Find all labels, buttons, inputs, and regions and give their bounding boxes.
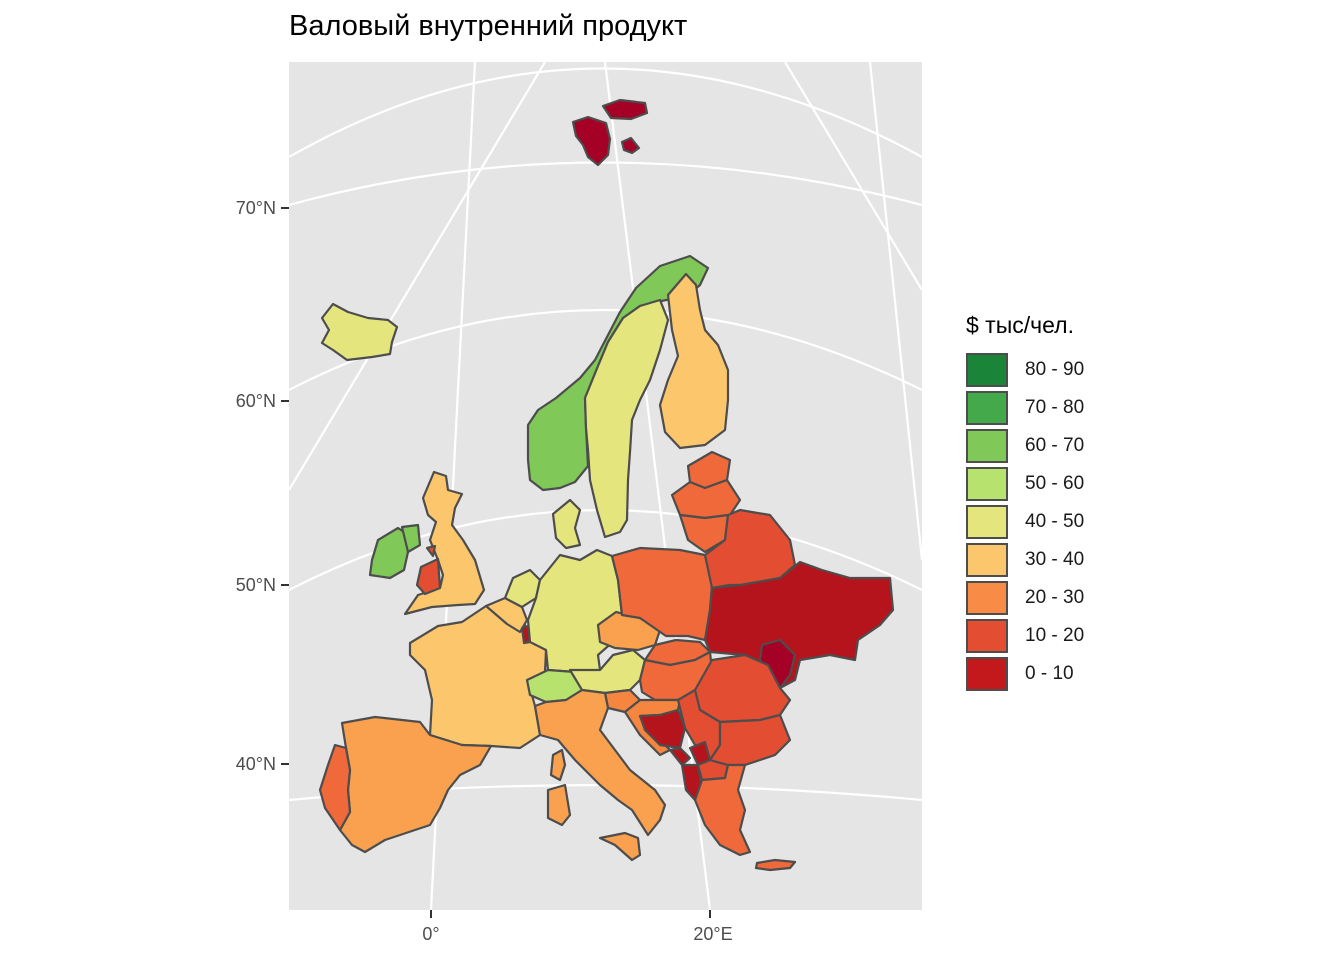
y-tick-label: 70°N (236, 198, 276, 218)
portugal (318, 743, 352, 832)
legend-label: 80 - 90 (1025, 359, 1085, 380)
bulgaria (708, 713, 792, 767)
italy (533, 688, 667, 837)
y-tick-label: 60°N (236, 391, 276, 411)
sardinia (546, 783, 572, 827)
legend: $ тыс/чел. 80 - 90 70 - 80 60 - 70 50 - … (966, 312, 1084, 693)
legend-swatch (966, 467, 1008, 501)
northern-ireland (400, 523, 422, 554)
legend-item: 50 - 60 (966, 465, 1084, 503)
legend-label: 0 - 10 (1025, 663, 1074, 684)
iceland (320, 302, 399, 362)
finland (658, 272, 730, 450)
legend-item: 70 - 80 (966, 389, 1084, 427)
legend-swatch (966, 353, 1008, 387)
countries (318, 98, 895, 872)
ukraine (703, 560, 895, 690)
y-tick-label: 50°N (236, 575, 276, 595)
y-tick-label: 40°N (236, 754, 276, 774)
legend-label: 60 - 70 (1025, 435, 1085, 456)
legend-item: 60 - 70 (966, 427, 1084, 465)
montenegro (668, 746, 692, 767)
legend-item: 80 - 90 (966, 351, 1084, 389)
legend-label: 30 - 40 (1025, 549, 1085, 570)
legend-swatch (966, 581, 1008, 615)
legend-label: 10 - 20 (1025, 625, 1085, 646)
svalbard-small (620, 136, 641, 155)
denmark (551, 498, 582, 550)
germany (526, 548, 624, 674)
legend-title: $ тыс/чел. (966, 312, 1074, 338)
x-tick-label: 20°E (693, 924, 732, 944)
legend-swatch (966, 505, 1008, 539)
map-title: Валовый внутренний продукт (289, 10, 688, 42)
legend-item: 40 - 50 (966, 503, 1084, 541)
legend-item: 20 - 30 (966, 579, 1084, 617)
isle-of-man (425, 544, 437, 558)
legend-label: 20 - 30 (1025, 587, 1085, 608)
legend-swatch (966, 619, 1008, 653)
y-axis: 70°N 60°N 50°N 40°N (236, 198, 289, 774)
wales (415, 557, 442, 596)
legend-swatch (966, 657, 1008, 691)
legend-swatch (966, 543, 1008, 577)
legend-item: 30 - 40 (966, 541, 1084, 579)
x-tick-label: 0° (422, 924, 439, 944)
sicily (598, 831, 642, 862)
sweden (583, 298, 670, 539)
bosnia (638, 708, 687, 750)
svalbard (571, 115, 612, 167)
legend-swatch (966, 429, 1008, 463)
legend-swatch (966, 391, 1008, 425)
legend-item: 0 - 10 (966, 655, 1084, 693)
corsica (549, 748, 567, 782)
legend-item: 10 - 20 (966, 617, 1084, 655)
x-axis: 0° 20°E (422, 910, 733, 944)
legend-label: 40 - 50 (1025, 511, 1085, 532)
legend-label: 50 - 60 (1025, 473, 1085, 494)
legend-label: 70 - 80 (1025, 397, 1085, 418)
crete (754, 858, 797, 872)
greece (693, 763, 752, 857)
svalbard-islet (601, 98, 649, 121)
